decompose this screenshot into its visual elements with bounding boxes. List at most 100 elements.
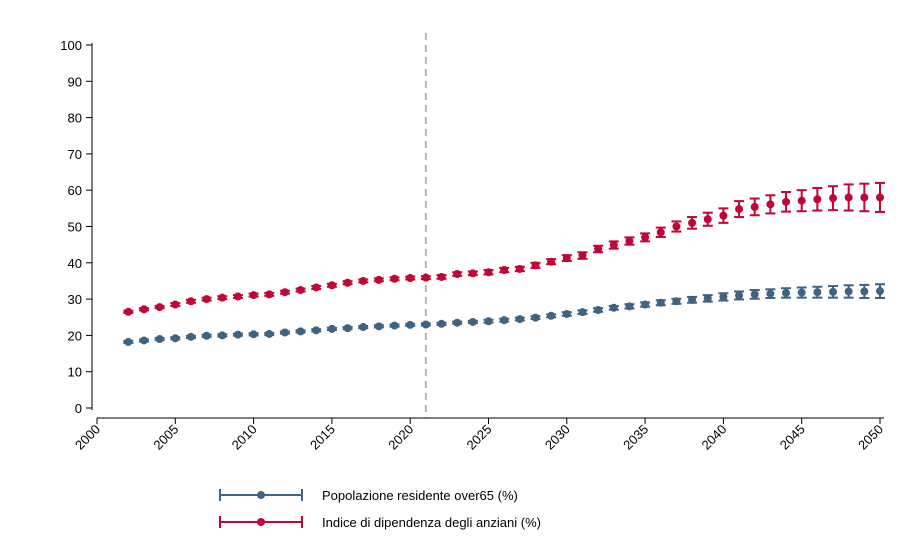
point-1-2019 [390, 274, 399, 283]
point-1-2024 [468, 269, 477, 278]
point-0-2030 [562, 309, 571, 318]
y-tick-label-0: 0 [75, 401, 82, 416]
point-0-2022 [437, 319, 446, 328]
point-0-2025 [484, 317, 493, 326]
point-1-2007 [202, 295, 211, 304]
point-1-2039 [703, 215, 712, 224]
point-1-2043 [766, 200, 775, 209]
point-1-2042 [750, 202, 759, 211]
series-1 [123, 181, 885, 316]
point-0-2036 [656, 298, 665, 307]
point-1-2044 [782, 197, 791, 206]
point-0-2029 [547, 311, 556, 320]
legend-entry-over65: Popolazione residente over65 (%) [219, 488, 518, 503]
series-layer [123, 181, 885, 346]
point-1-2022 [437, 272, 446, 281]
point-1-2003 [139, 305, 148, 314]
point-1-2029 [547, 257, 556, 266]
point-1-2050 [876, 193, 884, 202]
point-0-2016 [343, 324, 352, 333]
point-0-2023 [453, 318, 462, 327]
point-1-2033 [609, 241, 618, 250]
point-1-2046 [813, 195, 822, 204]
point-1-2045 [797, 196, 806, 205]
point-0-2027 [515, 315, 524, 324]
point-0-2045 [797, 288, 806, 297]
point-0-2017 [359, 323, 368, 332]
point-1-2012 [280, 288, 289, 297]
point-1-2013 [296, 286, 305, 295]
series-0 [123, 283, 885, 346]
point-0-2043 [766, 289, 775, 298]
y-tick-label-30: 30 [68, 292, 82, 307]
point-1-2040 [719, 211, 728, 220]
point-0-2013 [296, 327, 305, 336]
point-1-2008 [218, 293, 227, 302]
point-0-2035 [641, 300, 650, 309]
y-tick-label-20: 20 [68, 328, 82, 343]
point-0-2014 [312, 326, 321, 335]
point-1-2021 [421, 273, 430, 282]
y-tick-label-100: 100 [60, 38, 82, 53]
point-0-2039 [703, 294, 712, 303]
legend: Popolazione residente over65 (%) Indice … [219, 488, 541, 530]
point-1-2026 [500, 266, 509, 275]
point-0-2044 [782, 288, 791, 297]
point-0-2026 [500, 316, 509, 325]
point-0-2032 [594, 305, 603, 314]
point-0-2046 [813, 288, 822, 297]
point-0-2040 [719, 292, 728, 301]
point-0-2011 [265, 329, 274, 338]
point-1-2031 [578, 251, 587, 260]
point-1-2009 [233, 292, 242, 301]
point-1-2028 [531, 261, 540, 270]
point-0-2015 [327, 324, 336, 333]
point-1-2047 [829, 194, 838, 203]
point-0-2038 [688, 295, 697, 304]
point-0-2028 [531, 313, 540, 322]
point-0-2008 [218, 331, 227, 340]
point-1-2004 [155, 303, 164, 312]
point-1-2010 [249, 291, 258, 300]
point-1-2025 [484, 268, 493, 277]
point-1-2038 [688, 218, 697, 227]
point-1-2020 [406, 274, 415, 283]
point-1-2006 [186, 297, 195, 306]
point-1-2023 [453, 270, 462, 279]
point-1-2011 [265, 290, 274, 299]
point-0-2024 [468, 317, 477, 326]
point-0-2002 [124, 337, 133, 346]
point-0-2020 [406, 320, 415, 329]
point-0-2004 [155, 335, 164, 344]
y-tick-label-60: 60 [68, 183, 82, 198]
y-tick-label-50: 50 [68, 220, 82, 235]
point-0-2018 [374, 322, 383, 331]
point-0-2033 [609, 303, 618, 312]
legend-entry-dipendenza: Indice di dipendenza degli anziani (%) [219, 515, 541, 530]
point-1-2036 [656, 228, 665, 237]
point-0-2031 [578, 308, 587, 317]
legend-label-over65: Popolazione residente over65 (%) [322, 488, 518, 503]
point-1-2002 [124, 307, 133, 316]
point-1-2005 [171, 300, 180, 309]
point-1-2030 [562, 254, 571, 263]
point-1-2018 [374, 275, 383, 284]
point-0-2010 [249, 330, 258, 339]
y-tick-label-40: 40 [68, 256, 82, 271]
y-axis: 0 10 20 30 40 50 60 70 80 90 100 [60, 38, 93, 416]
point-0-2041 [735, 291, 744, 300]
point-0-2048 [844, 287, 853, 296]
y-tick-label-10: 10 [68, 365, 82, 380]
point-1-2037 [672, 222, 681, 231]
point-1-2014 [312, 283, 321, 292]
point-0-2009 [233, 330, 242, 339]
y-tick-label-70: 70 [68, 147, 82, 162]
point-0-2006 [186, 332, 195, 341]
point-1-2035 [641, 233, 650, 242]
point-1-2049 [860, 193, 869, 202]
point-1-2015 [327, 281, 336, 290]
legend-marker-over65 [257, 491, 265, 499]
point-1-2048 [844, 193, 853, 202]
point-0-2042 [750, 290, 759, 299]
